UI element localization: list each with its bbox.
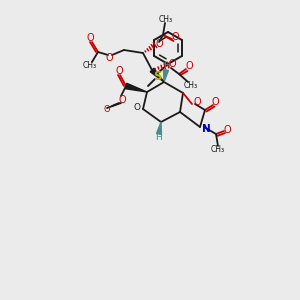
Text: O: O (115, 66, 123, 76)
Text: CH₃: CH₃ (184, 80, 198, 89)
Text: O: O (105, 53, 113, 63)
Text: O: O (104, 104, 110, 113)
Text: O: O (211, 97, 219, 107)
Text: O: O (193, 97, 201, 107)
Text: O: O (118, 95, 126, 105)
Polygon shape (164, 70, 169, 82)
Text: CH₃: CH₃ (211, 146, 225, 154)
Text: H: H (163, 61, 170, 70)
Text: O: O (171, 32, 179, 42)
Polygon shape (150, 68, 164, 82)
Text: CH₃: CH₃ (83, 61, 97, 70)
Text: S: S (153, 70, 161, 83)
Text: O: O (155, 39, 163, 49)
Text: CH₃: CH₃ (159, 14, 173, 23)
Text: O: O (86, 33, 94, 43)
Text: N: N (202, 124, 210, 134)
Polygon shape (157, 122, 161, 134)
Text: H: H (156, 134, 162, 142)
Text: O: O (185, 61, 193, 71)
Polygon shape (125, 83, 147, 92)
Text: O: O (134, 103, 140, 112)
Text: O: O (168, 59, 176, 69)
Text: O: O (223, 125, 231, 135)
